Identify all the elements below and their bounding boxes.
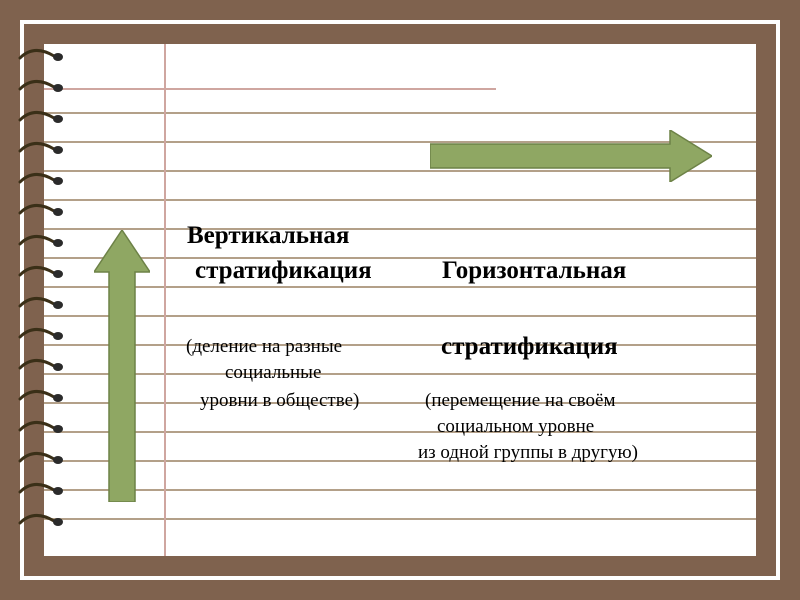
- label-horizontal-2: стратификация: [441, 333, 618, 361]
- ruled-line: [44, 286, 756, 288]
- label-horizontal-1: Горизонтальная: [442, 257, 626, 285]
- ruled-line: [44, 373, 756, 375]
- ruled-line: [44, 315, 756, 317]
- spiral-ring: [14, 263, 74, 287]
- ruled-line: [44, 112, 756, 114]
- arrow-horizontal: [430, 130, 712, 187]
- spiral-ring: [14, 201, 74, 225]
- ruled-line: [44, 228, 756, 230]
- notepad-paper: [44, 44, 756, 556]
- ruled-line: [44, 402, 756, 404]
- spiral-ring: [14, 77, 74, 101]
- spiral-ring: [14, 418, 74, 442]
- desc-horizontal-1: (перемещение на своём: [425, 390, 615, 412]
- ruled-line: [44, 344, 756, 346]
- spiral-ring: [14, 170, 74, 194]
- spiral-ring: [14, 294, 74, 318]
- spiral-ring: [14, 387, 74, 411]
- label-vertical-1: Вертикальная: [187, 222, 349, 250]
- desc-vertical-1: (деление на разные: [186, 336, 342, 358]
- margin-line-horizontal: [44, 88, 496, 90]
- arrow-vertical: [94, 230, 150, 507]
- slide-frame: Вертикальная стратификация Горизонтальна…: [0, 0, 800, 600]
- spiral-ring: [14, 46, 74, 70]
- spiral-ring: [14, 139, 74, 163]
- spiral-ring: [14, 511, 74, 535]
- label-vertical-2: стратификация: [195, 257, 372, 285]
- ruled-line: [44, 518, 756, 520]
- desc-horizontal-3: из одной группы в другую): [418, 442, 638, 464]
- spiral-ring: [14, 356, 74, 380]
- ruled-line: [44, 257, 756, 259]
- spiral-ring: [14, 325, 74, 349]
- ruled-line: [44, 199, 756, 201]
- margin-line-vertical: [164, 44, 166, 556]
- ruled-line: [44, 460, 756, 462]
- spiral-ring: [14, 449, 74, 473]
- spiral-ring: [14, 480, 74, 504]
- desc-vertical-2: социальные: [225, 362, 321, 384]
- desc-vertical-3: уровни в обществе): [200, 390, 359, 412]
- ruled-line: [44, 489, 756, 491]
- spiral-ring: [14, 232, 74, 256]
- desc-horizontal-2: социальном уровне: [437, 416, 594, 438]
- ruled-line: [44, 431, 756, 433]
- spiral-ring: [14, 108, 74, 132]
